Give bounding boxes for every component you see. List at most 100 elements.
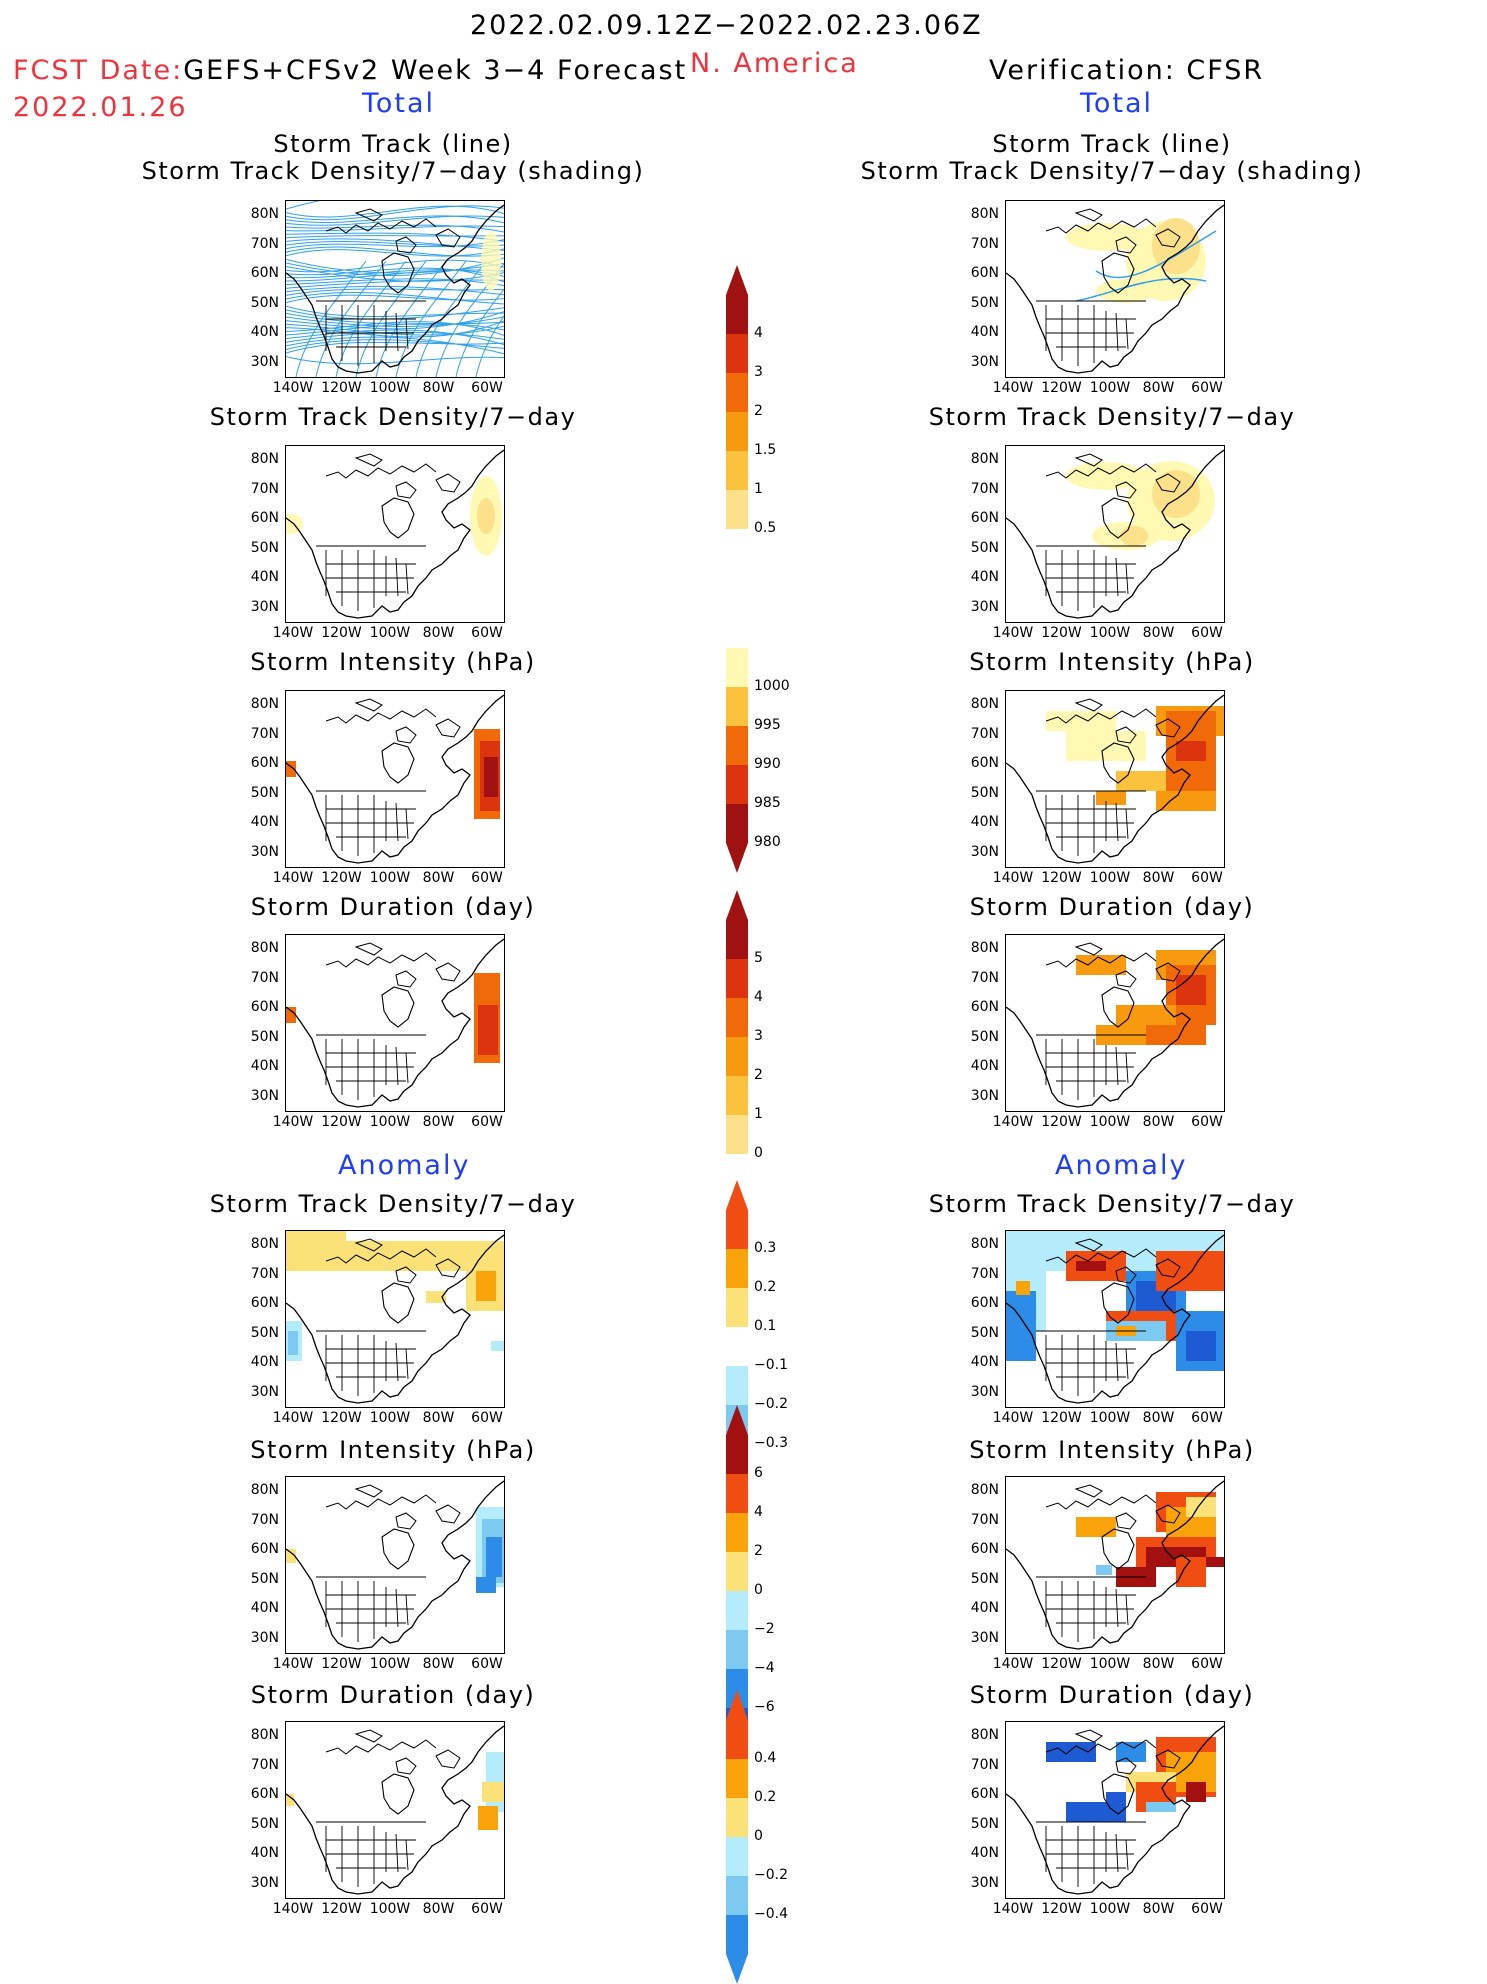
- lat-tick-label: 80N: [250, 1236, 279, 1252]
- colorbar-label: −2: [754, 1621, 775, 1637]
- lat-tick-label: 80N: [250, 1727, 279, 1743]
- lat-tick-label: 80N: [970, 1236, 999, 1252]
- lat-tick-label: 50N: [970, 1815, 999, 1832]
- lon-tick-label: 80W: [1142, 1410, 1175, 1426]
- lon-tick-label: 100W: [1089, 625, 1131, 641]
- density-total-colorbar: [726, 265, 748, 529]
- lon-tick-label: 140W: [272, 870, 314, 886]
- lon-tick-label: 140W: [272, 380, 314, 396]
- lat-tick-label: 40N: [250, 1600, 279, 1616]
- right-anomaly-label: Anomaly: [1055, 1150, 1188, 1181]
- lat-tick-label: 80N: [250, 696, 279, 712]
- lon-tick-label: 60W: [1191, 1901, 1223, 1917]
- lat-tick-label: 60N: [250, 510, 279, 526]
- lat-tick-label: 50N: [250, 1324, 279, 1341]
- colorbar-label: 4: [754, 1504, 763, 1520]
- lat-tick-label: 50N: [250, 1570, 279, 1587]
- fcst-label: FCST Date:: [13, 55, 184, 86]
- lat-tick-label: 40N: [970, 324, 999, 340]
- colorbar-label: −0.2: [754, 1396, 788, 1412]
- panel-title: Storm Intensity (hPa): [969, 1436, 1255, 1464]
- lon-tick-label: 60W: [471, 380, 503, 396]
- lon-tick-label: 120W: [321, 380, 362, 396]
- lat-tick-label: 50N: [970, 294, 999, 311]
- lon-tick-label: 140W: [992, 1114, 1034, 1130]
- lon-tick-label: 100W: [1089, 1901, 1131, 1917]
- region-label: N. America: [690, 48, 859, 79]
- lat-tick-label: 70N: [250, 1265, 279, 1282]
- lat-tick-label: 30N: [970, 598, 999, 615]
- lon-tick-label: 120W: [1041, 870, 1082, 886]
- colorbar-label: 0.4: [754, 1750, 777, 1766]
- lat-tick-label: 30N: [970, 1087, 999, 1104]
- lat-tick-label: 60N: [970, 755, 999, 771]
- colorbar-label: 995: [754, 717, 781, 733]
- lat-tick-label: 70N: [970, 725, 999, 742]
- colorbar-label: −6: [754, 1699, 775, 1715]
- lat-tick-label: 60N: [970, 1295, 999, 1311]
- colorbar-label: 0: [754, 1145, 763, 1161]
- left-total-label: Total: [362, 88, 436, 119]
- lon-tick-label: 140W: [992, 1901, 1034, 1917]
- colorbar-label: 0.2: [754, 1789, 777, 1805]
- lon-tick-label: 60W: [1191, 625, 1223, 641]
- intensity-total-colorbar: [726, 648, 748, 873]
- lon-tick-label: 80W: [422, 380, 455, 396]
- lon-tick-label: 140W: [992, 1656, 1034, 1672]
- lon-tick-label: 60W: [1191, 380, 1223, 396]
- lat-tick-label: 40N: [250, 324, 279, 340]
- colorbar-label: −4: [754, 1660, 775, 1676]
- lat-tick-label: 60N: [250, 1541, 279, 1557]
- map-plot: [285, 200, 505, 378]
- panel-title: Storm Duration (day): [969, 893, 1255, 921]
- lat-tick-label: 40N: [250, 569, 279, 585]
- lat-tick-label: 70N: [970, 480, 999, 497]
- lat-tick-label: 30N: [250, 1629, 279, 1646]
- lon-tick-label: 80W: [1142, 625, 1175, 641]
- fcst-date: 2022.01.26: [13, 92, 188, 123]
- map-plot: [1005, 1230, 1225, 1408]
- lat-tick-label: 30N: [970, 1874, 999, 1891]
- map-plot: [1005, 1476, 1225, 1654]
- colorbar-label: 1000: [754, 678, 790, 694]
- map-plot: [285, 690, 505, 868]
- lat-tick-label: 40N: [970, 569, 999, 585]
- lat-tick-label: 50N: [250, 1028, 279, 1045]
- lon-tick-label: 60W: [471, 1901, 503, 1917]
- lon-tick-label: 100W: [1089, 1656, 1131, 1672]
- lon-tick-label: 60W: [1191, 1656, 1223, 1672]
- lat-tick-label: 50N: [250, 539, 279, 556]
- duration-anomaly-colorbar: [726, 1690, 748, 1984]
- lon-tick-label: 80W: [1142, 380, 1175, 396]
- duration-total-colorbar: [726, 890, 748, 1154]
- lat-tick-label: 60N: [250, 999, 279, 1015]
- panel-title: Storm Duration (day): [250, 893, 536, 921]
- lat-tick-label: 30N: [970, 353, 999, 370]
- lat-tick-label: 80N: [250, 1482, 279, 1498]
- lat-tick-label: 50N: [970, 784, 999, 801]
- lat-tick-label: 80N: [250, 206, 279, 222]
- lat-tick-label: 50N: [250, 1815, 279, 1832]
- lat-tick-label: 40N: [250, 1058, 279, 1074]
- lat-tick-label: 80N: [970, 940, 999, 956]
- lon-tick-label: 120W: [321, 625, 362, 641]
- lon-tick-label: 100W: [369, 1410, 411, 1426]
- lon-tick-label: 120W: [1041, 625, 1082, 641]
- panel-title: Storm Track Density/7−day (shading): [860, 157, 1364, 185]
- colorbar-label: 0.3: [754, 1240, 777, 1256]
- lat-tick-label: 30N: [970, 1383, 999, 1400]
- lon-tick-label: 60W: [1191, 870, 1223, 886]
- lat-tick-label: 50N: [970, 1570, 999, 1587]
- date-range-title: 2022.02.09.12Z−2022.02.23.06Z: [470, 10, 983, 41]
- panel-title: Storm Duration (day): [250, 1681, 536, 1709]
- lon-tick-label: 60W: [1191, 1114, 1223, 1130]
- panel-title: Storm Track (line): [273, 130, 513, 158]
- lat-tick-label: 80N: [250, 451, 279, 467]
- colorbar-label: 985: [754, 795, 781, 811]
- lat-tick-label: 50N: [970, 539, 999, 556]
- fcst-model: GEFS+CFSv2 Week 3−4 Forecast: [183, 55, 688, 86]
- lon-tick-label: 120W: [1041, 1901, 1082, 1917]
- lat-tick-label: 60N: [250, 755, 279, 771]
- colorbar-label: 0.5: [754, 520, 777, 536]
- lon-tick-label: 100W: [369, 1901, 411, 1917]
